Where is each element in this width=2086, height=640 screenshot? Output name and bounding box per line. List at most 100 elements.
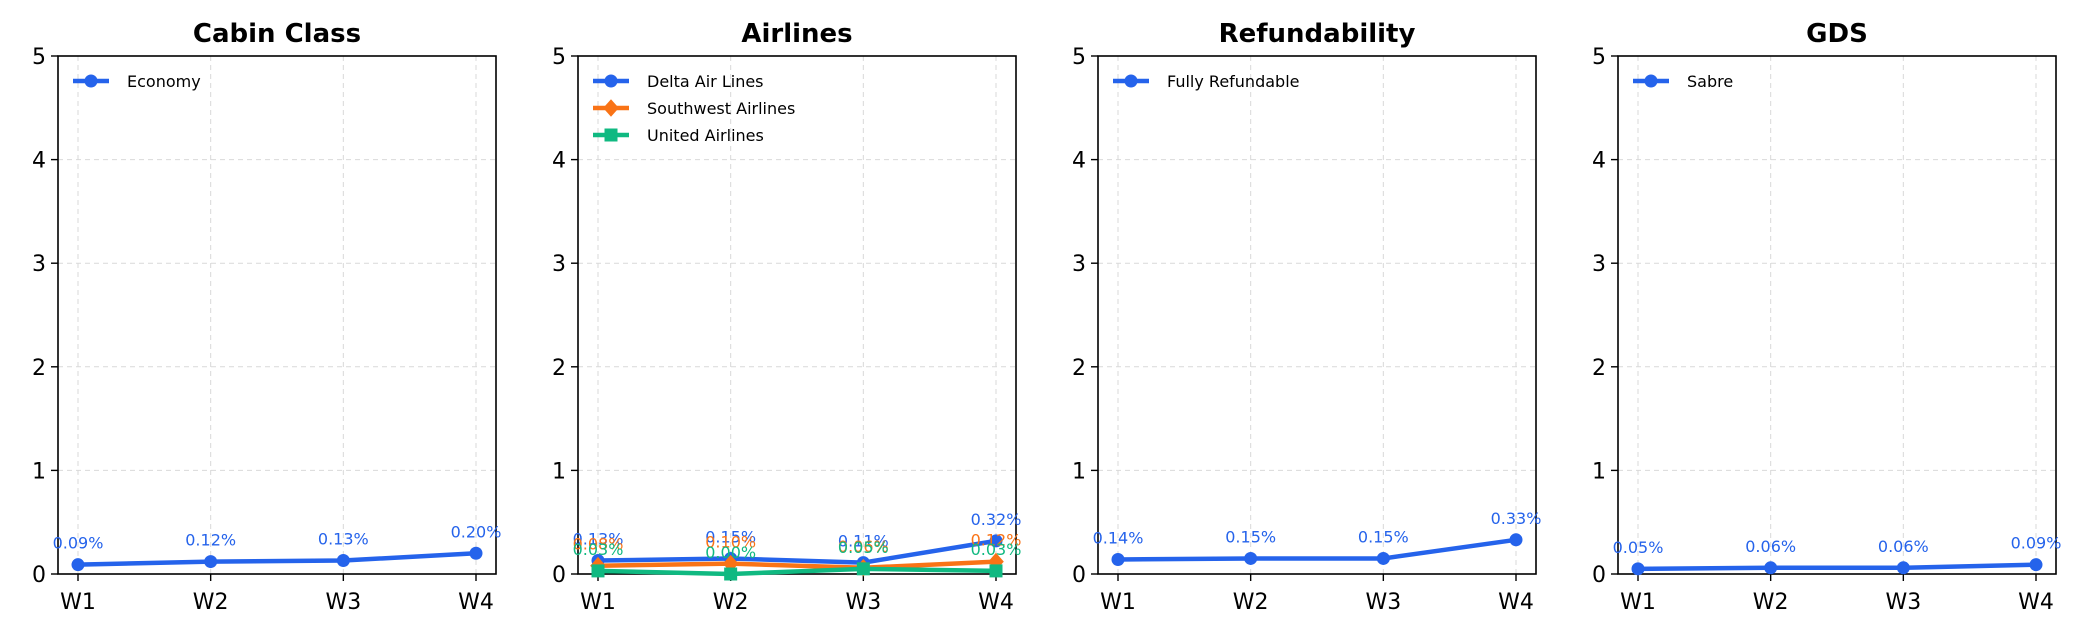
data-point: [336, 554, 350, 568]
y-tick-label: 1: [1592, 459, 1606, 484]
y-tick-label: 2: [1592, 356, 1606, 381]
data-point: [591, 564, 605, 578]
data-label: 0.32%: [971, 510, 1022, 529]
y-tick-label: 0: [552, 563, 566, 588]
legend-marker: [1124, 74, 1138, 88]
x-tick-label: W2: [193, 590, 229, 615]
legend-marker: [1644, 74, 1658, 88]
x-tick-label: W1: [1100, 590, 1136, 615]
data-label: 0.06%: [838, 537, 889, 556]
x-tick-label: W2: [1753, 590, 1789, 615]
data-point: [1764, 561, 1778, 575]
subplot-3: 0 1 2 3 4 5 W1 W2 W3 W4 GDS 0.05% 0.06% 0.06% 0.09% Sab…: [1592, 19, 2061, 615]
x-tick-label: W3: [1885, 590, 1921, 615]
x-tick-label: W1: [60, 590, 96, 615]
legend-marker: [84, 74, 98, 88]
x-tick-label: W3: [325, 590, 361, 615]
series-line-0: [1635, 562, 2039, 572]
y-tick-label: 1: [32, 459, 46, 484]
data-label: 0.09%: [2011, 534, 2062, 553]
y-tick-label: 4: [32, 149, 46, 174]
y-tick-label: 0: [1072, 563, 1086, 588]
data-label: 0.06%: [1745, 537, 1796, 556]
data-label: 0.13%: [318, 530, 369, 549]
subplot-title: Cabin Class: [193, 19, 361, 49]
data-point: [1631, 562, 1645, 576]
data-point: [1111, 552, 1125, 566]
legend-marker: [604, 74, 618, 88]
data-label: 0.06%: [1878, 537, 1929, 556]
y-tick-label: 3: [1072, 252, 1086, 277]
series-line-0: [595, 538, 999, 565]
y-tick-label: 5: [552, 45, 566, 70]
axes-frame: [577, 55, 1017, 575]
legend-marker: [603, 99, 619, 117]
data-point: [856, 562, 870, 576]
data-label: 0.09%: [53, 534, 104, 553]
data-point: [724, 567, 738, 581]
y-tick-label: 3: [1592, 252, 1606, 277]
data-label: 0.05%: [1613, 538, 1664, 557]
y-tick-label: 1: [552, 459, 566, 484]
data-point: [989, 534, 1003, 548]
data-label: 0.05%: [838, 538, 889, 557]
axes-frame: [1097, 55, 1537, 575]
data-point: [204, 555, 218, 569]
legend-label: Economy: [127, 72, 201, 91]
data-label: 0.15%: [1358, 527, 1409, 546]
x-tick-label: W1: [580, 590, 616, 615]
x-tick-label: W1: [1620, 590, 1656, 615]
data-label: 0.03%: [573, 540, 624, 559]
legend-label: United Airlines: [647, 126, 764, 145]
y-tick-label: 2: [1072, 356, 1086, 381]
x-tick-label: W3: [1365, 590, 1401, 615]
data-label: 0.14%: [1093, 528, 1144, 547]
legend-marker: [604, 128, 618, 142]
x-tick-label: W2: [713, 590, 749, 615]
y-tick-label: 5: [32, 45, 46, 70]
data-point: [2029, 558, 2043, 572]
data-label: 0.08%: [573, 535, 624, 554]
data-point: [989, 564, 1003, 578]
x-tick-label: W4: [2018, 590, 2054, 615]
y-tick-label: 2: [32, 356, 46, 381]
x-tick-label: W4: [978, 590, 1014, 615]
data-label: 0.00%: [705, 543, 756, 562]
subplot-1: 0 1 2 3 4 5 W1 W2 W3 W4 Airlines 0.13% 0.15% 0.11% 0.3…: [552, 19, 1021, 615]
y-tick-label: 5: [1592, 45, 1606, 70]
y-tick-label: 0: [1592, 563, 1606, 588]
subplot-0: 0 1 2 3 4 5 W1 W2 W3 W4 Cabin Class 0.09% 0.12% 0.13%…: [32, 19, 501, 615]
data-point: [1244, 551, 1258, 565]
data-label: 0.33%: [1491, 509, 1542, 528]
data-point: [1896, 561, 1910, 575]
y-tick-label: 2: [552, 356, 566, 381]
x-tick-label: W2: [1233, 590, 1269, 615]
data-point: [469, 546, 483, 560]
data-point: [1509, 533, 1523, 547]
data-label: 0.10%: [705, 533, 756, 552]
data-point: [988, 552, 1004, 571]
subplot-title: Airlines: [741, 19, 852, 49]
y-tick-label: 0: [32, 563, 46, 588]
x-tick-label: W3: [845, 590, 881, 615]
series-line-0: [75, 551, 479, 567]
data-label: 0.11%: [838, 532, 889, 551]
legend-label: Southwest Airlines: [647, 99, 795, 118]
data-label: 0.12%: [971, 531, 1022, 550]
series-line-0: [1115, 537, 1519, 562]
data-label: 0.12%: [185, 531, 236, 550]
legend-label: Sabre: [1687, 72, 1733, 91]
x-tick-label: W4: [1498, 590, 1534, 615]
subplot-title: GDS: [1806, 19, 1868, 49]
y-tick-label: 3: [32, 252, 46, 277]
y-tick-label: 5: [1072, 45, 1086, 70]
data-label: 0.13%: [573, 530, 624, 549]
subplot-2: 0 1 2 3 4 5 W1 W2 W3 W4 Refundability 0.14% 0.15% 0.1…: [1072, 19, 1541, 615]
data-point: [71, 558, 85, 572]
legend-label: Fully Refundable: [1167, 72, 1299, 91]
data-label: 0.15%: [1225, 527, 1276, 546]
y-tick-label: 3: [552, 252, 566, 277]
data-label: 0.15%: [705, 527, 756, 546]
axes-frame: [57, 55, 497, 575]
